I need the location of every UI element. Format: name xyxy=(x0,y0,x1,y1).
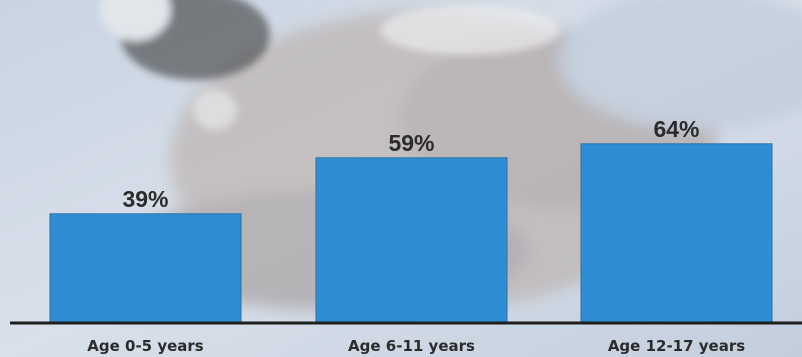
category-labels-layer: Age 0-5 years Age 6-11 years Age 12-17 yea… xyxy=(87,337,745,355)
value-label-2: 59% xyxy=(388,130,434,156)
bar-1 xyxy=(49,213,242,324)
value-label-1: 39% xyxy=(122,186,168,212)
bar-2 xyxy=(315,157,508,324)
bars-layer xyxy=(49,143,773,324)
value-labels-layer: 39% 59% 64% xyxy=(122,116,699,212)
category-label-2: Age 6-11 years xyxy=(348,337,475,355)
value-label-3: 64% xyxy=(653,116,699,142)
bar-3 xyxy=(580,143,773,324)
category-label-3: Age 12-17 years xyxy=(608,337,745,355)
category-label-1: Age 0-5 years xyxy=(87,337,204,355)
